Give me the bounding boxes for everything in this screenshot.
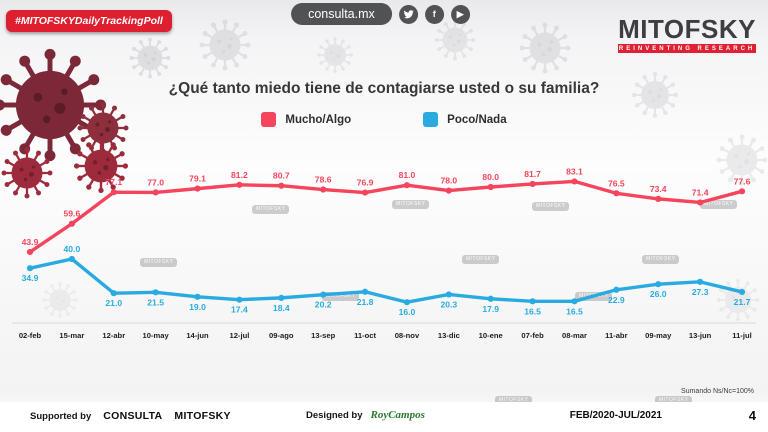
svg-text:26.0: 26.0: [650, 289, 667, 299]
svg-text:21.7: 21.7: [734, 297, 751, 307]
svg-text:11-oct: 11-oct: [354, 331, 376, 340]
twitter-icon[interactable]: [398, 4, 418, 24]
page-number: 4: [748, 408, 756, 423]
legend-item-mucho-algo: Mucho/Algo: [261, 112, 351, 127]
chart-legend: Mucho/Algo Poco/Nada: [0, 112, 768, 127]
date-range: FEB/2020-JUL/2021: [569, 410, 662, 421]
svg-text:81.7: 81.7: [524, 169, 541, 179]
svg-text:77.1: 77.1: [105, 177, 122, 187]
watermark: MITOFSKY: [532, 202, 570, 211]
consulta-link[interactable]: consulta.mx: [291, 3, 392, 25]
svg-text:79.1: 79.1: [189, 174, 206, 184]
mitofsky-logo-small: MITOFSKY: [174, 410, 231, 422]
page-title: ¿Qué tanto miedo tiene de contagiarse us…: [168, 80, 600, 97]
svg-text:77.6: 77.6: [734, 176, 751, 186]
svg-text:20.2: 20.2: [315, 300, 332, 310]
watermark: MITOFSKY: [140, 258, 178, 267]
svg-text:21.0: 21.0: [105, 298, 122, 308]
watermark: MITOFSKY: [642, 255, 680, 264]
footnote: Sumando Ns/Nc=100%: [681, 388, 754, 395]
designed-by-label: Designed by: [306, 410, 363, 421]
svg-text:10-ene: 10-ene: [479, 331, 503, 340]
svg-text:78.0: 78.0: [440, 176, 457, 186]
svg-text:71.4: 71.4: [692, 187, 709, 197]
legend-item-poco-nada: Poco/Nada: [423, 112, 507, 127]
svg-text:78.6: 78.6: [315, 175, 332, 185]
watermark: MITOFSKY: [462, 255, 500, 264]
watermark: MITOFSKY: [252, 205, 290, 214]
svg-text:34.9: 34.9: [22, 273, 39, 283]
daily-tracking-badge: #MITOFSKYDailyTrackingPoll: [6, 10, 172, 32]
svg-text:59.6: 59.6: [64, 209, 81, 219]
svg-text:14-jun: 14-jun: [186, 331, 209, 340]
svg-text:09-ago: 09-ago: [269, 331, 294, 340]
svg-text:80.0: 80.0: [482, 172, 499, 182]
svg-text:18.4: 18.4: [273, 303, 290, 313]
legend-swatch-red: [261, 112, 277, 127]
svg-text:22.9: 22.9: [608, 295, 625, 305]
svg-text:40.0: 40.0: [64, 244, 81, 254]
mitofsky-logo: MITOFSKY REINVENTING RESEARCH: [618, 16, 756, 53]
svg-text:21.5: 21.5: [147, 297, 164, 307]
svg-text:17.4: 17.4: [231, 305, 248, 315]
fear-trend-chart: 43.9 59.6 77.1 77.0 79.1 81.2 80.7 78.6 76.9 81.0…: [12, 166, 756, 340]
legend-swatch-blue: [423, 112, 439, 127]
svg-text:09-may: 09-may: [645, 331, 672, 340]
svg-text:83.1: 83.1: [566, 166, 583, 176]
consulta-logo: CONSULTA: [103, 410, 163, 422]
watermark: MITOFSKY: [495, 396, 533, 405]
svg-text:02-feb: 02-feb: [19, 331, 42, 340]
svg-text:43.9: 43.9: [22, 237, 39, 247]
svg-text:81.0: 81.0: [399, 170, 416, 180]
svg-text:77.0: 77.0: [147, 177, 164, 187]
watermark: MITOFSKY: [655, 396, 693, 405]
svg-text:08-mar: 08-mar: [562, 331, 587, 340]
svg-text:12-jul: 12-jul: [229, 331, 249, 340]
svg-text:08-nov: 08-nov: [395, 331, 420, 340]
svg-text:16.5: 16.5: [524, 306, 541, 316]
svg-text:80.7: 80.7: [273, 171, 290, 181]
watermark: MITOFSKY: [322, 292, 360, 301]
legend-label: Poco/Nada: [447, 113, 507, 126]
footer: Supported by CONSULTA MITOFSKY Designed …: [0, 402, 768, 432]
svg-text:73.4: 73.4: [650, 184, 667, 194]
watermark: MITOFSKY: [700, 200, 738, 209]
legend-label: Mucho/Algo: [285, 113, 352, 126]
mitofsky-logo-text: MITOFSKY: [618, 14, 756, 44]
roycampos-signature: RoyCampos: [370, 409, 425, 421]
supported-by-label: Supported by: [30, 411, 92, 422]
svg-text:13-jun: 13-jun: [689, 331, 712, 340]
watermark: MITOFSKY: [392, 200, 430, 209]
svg-text:76.5: 76.5: [608, 178, 625, 188]
youtube-icon[interactable]: ▶: [450, 4, 470, 24]
svg-text:27.3: 27.3: [692, 287, 709, 297]
mitofsky-tagline: REINVENTING RESEARCH: [618, 44, 756, 53]
svg-text:11-jul: 11-jul: [732, 331, 751, 340]
svg-text:76.9: 76.9: [357, 178, 374, 188]
designed-by: Designed by RoyCampos: [306, 409, 425, 421]
svg-text:15-mar: 15-mar: [59, 331, 84, 340]
facebook-icon[interactable]: f: [424, 4, 444, 24]
svg-text:13-dic: 13-dic: [438, 331, 460, 340]
svg-text:20.3: 20.3: [440, 299, 457, 309]
svg-text:10-may: 10-may: [143, 331, 170, 340]
svg-text:13-sep: 13-sep: [311, 331, 335, 340]
svg-text:19.0: 19.0: [189, 302, 206, 312]
svg-text:12-abr: 12-abr: [102, 331, 125, 340]
svg-text:21.8: 21.8: [357, 297, 374, 307]
svg-text:07-feb: 07-feb: [521, 331, 544, 340]
svg-text:16.0: 16.0: [399, 307, 416, 317]
header-links: consulta.mx f ▶: [291, 3, 470, 25]
svg-text:11-abr: 11-abr: [605, 331, 627, 340]
svg-text:81.2: 81.2: [231, 170, 248, 180]
svg-text:16.5: 16.5: [566, 306, 583, 316]
svg-text:17.9: 17.9: [482, 304, 499, 314]
supported-by: Supported by CONSULTA MITOFSKY: [30, 410, 231, 422]
